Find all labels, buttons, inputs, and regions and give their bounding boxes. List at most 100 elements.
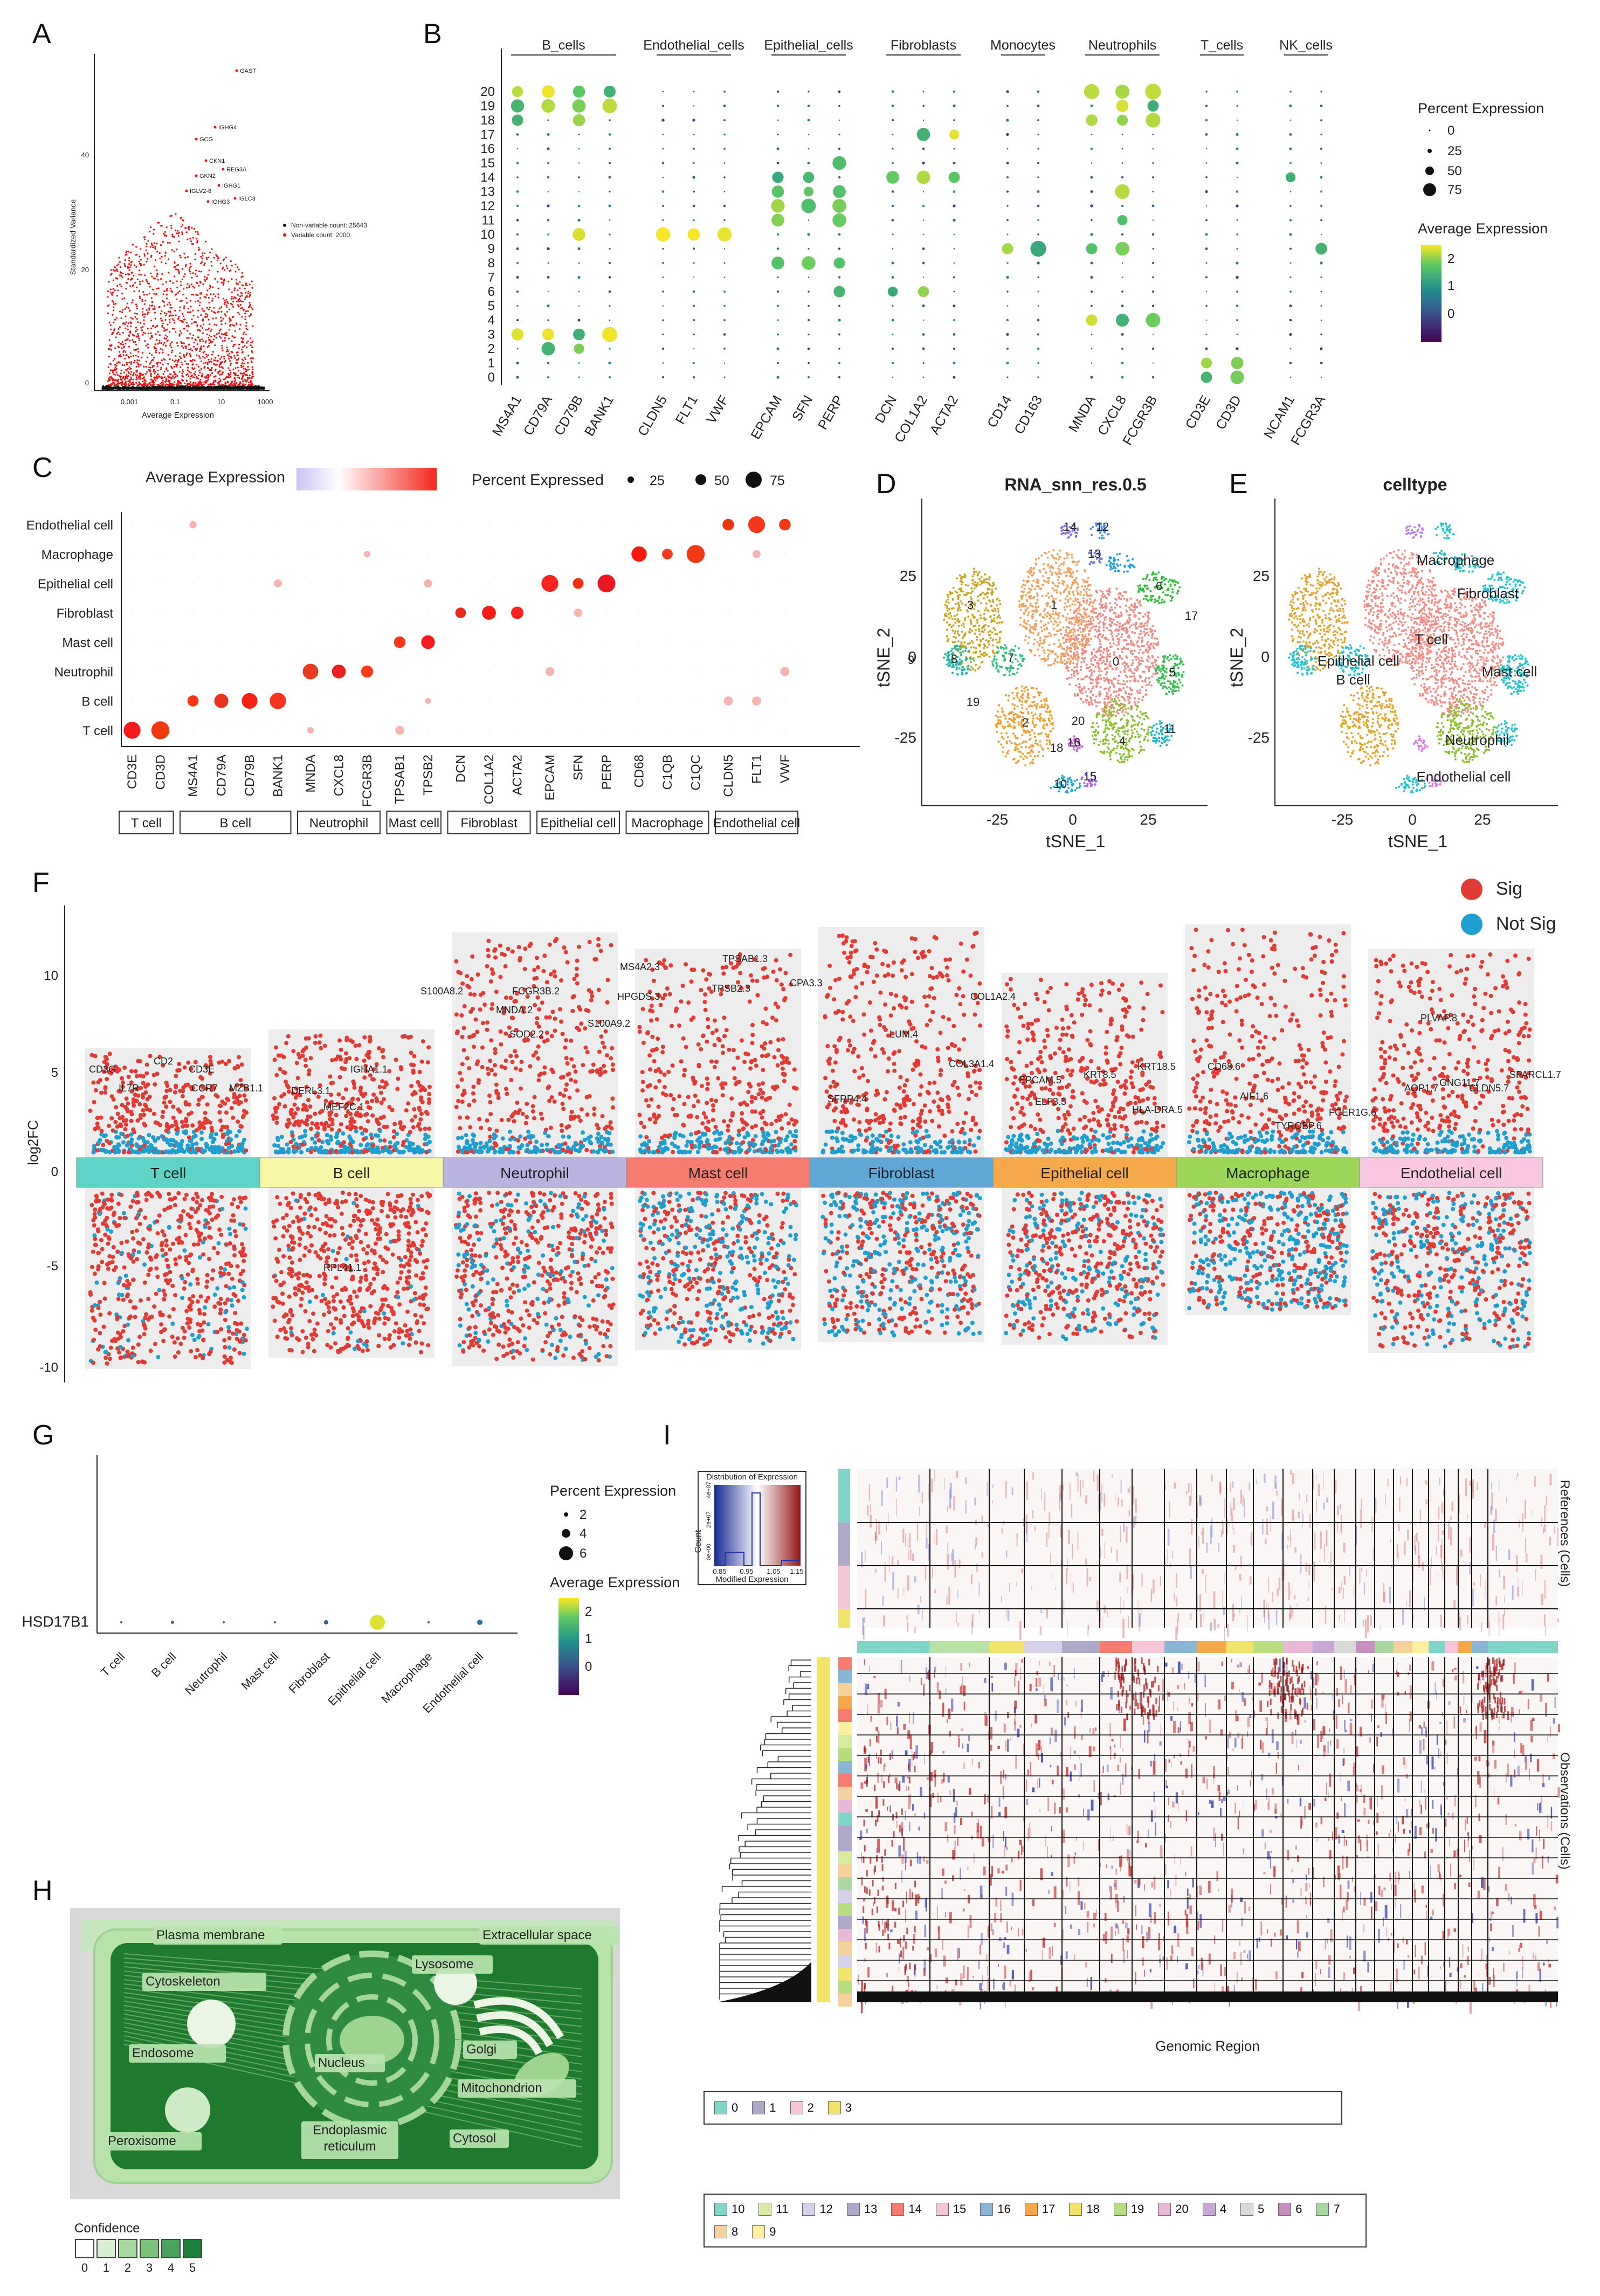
a-point-variable	[199, 330, 201, 332]
a-point-variable	[161, 255, 163, 258]
d-point	[1085, 667, 1088, 669]
a-point-variable	[148, 282, 150, 285]
d-point	[1063, 648, 1065, 651]
a-point-variable	[216, 324, 218, 326]
a-point-variable	[152, 246, 154, 248]
a-point-variable	[248, 384, 250, 386]
a-point-variable	[186, 287, 188, 289]
a-point-variable	[142, 381, 144, 383]
a-point-variable	[107, 380, 109, 382]
b-dot	[1115, 241, 1129, 256]
d-point	[1139, 689, 1142, 691]
b-dot	[1090, 261, 1093, 265]
c-gene-label: FLT1	[750, 755, 764, 784]
a-point-variable	[240, 337, 243, 339]
a-point-nonvariable	[123, 387, 126, 389]
a-point-variable	[129, 279, 132, 281]
a-point-variable	[112, 309, 114, 312]
a-point-variable	[149, 246, 151, 248]
a-point-variable	[193, 341, 196, 344]
b-dot	[692, 119, 695, 122]
b-dot	[723, 276, 726, 278]
a-point-variable	[203, 362, 205, 364]
d-point	[1136, 627, 1139, 630]
a-point-variable	[153, 233, 155, 235]
a-point-variable	[133, 264, 135, 266]
a-point-variable	[181, 224, 184, 226]
a-point-variable	[247, 291, 250, 293]
b-dot	[1151, 233, 1155, 236]
c-dot	[427, 729, 429, 731]
a-point-nonvariable	[245, 387, 248, 389]
a-point-variable	[109, 274, 112, 276]
a-point-variable	[181, 231, 183, 233]
a-point-variable	[143, 365, 145, 368]
a-point-nonvariable	[254, 388, 257, 390]
d-point	[1078, 683, 1081, 686]
a-point-variable	[234, 384, 236, 386]
d-point	[1130, 689, 1133, 691]
c-celltype-label: Mast cell	[62, 636, 113, 651]
b-dot	[808, 247, 810, 250]
a-point-variable	[249, 295, 251, 298]
a-point-variable	[139, 382, 141, 385]
a-point-variable	[198, 270, 200, 273]
d-point	[1156, 644, 1158, 646]
c-dot	[541, 575, 558, 592]
d-point	[1113, 686, 1115, 688]
a-point-variable	[108, 348, 111, 350]
a-point-variable	[192, 345, 195, 348]
b-dot	[949, 129, 960, 140]
c-celltype-label: Neutrophil	[54, 665, 113, 680]
b-dot	[1121, 362, 1124, 364]
a-point-variable	[227, 350, 229, 352]
d-point	[1084, 690, 1087, 693]
b-dot	[723, 376, 726, 378]
d-point	[1075, 684, 1078, 687]
a-point-variable	[144, 236, 146, 238]
d-point	[1144, 693, 1147, 696]
a-point-nonvariable	[119, 386, 121, 389]
c-gene-label: CXCL8	[332, 755, 347, 796]
a-point-variable	[129, 266, 131, 268]
a-point-variable	[116, 295, 119, 297]
a-point-variable	[139, 283, 141, 286]
c-dot	[123, 722, 141, 739]
d-point	[1099, 653, 1102, 656]
a-point-variable	[238, 306, 240, 308]
c-dot	[160, 670, 161, 673]
a-point-variable	[251, 357, 253, 359]
b-dot	[693, 276, 695, 278]
a-point-variable	[230, 356, 232, 358]
b-dot	[516, 162, 519, 164]
d-point	[1117, 641, 1120, 644]
a-point-variable	[201, 372, 203, 375]
a-point-nonvariable	[198, 386, 200, 388]
a-point-variable	[185, 322, 188, 324]
a-point-variable	[162, 349, 164, 351]
a-point-variable	[206, 294, 208, 296]
b-dot	[1320, 147, 1323, 150]
b-dot	[516, 247, 519, 250]
a-point-variable	[251, 366, 253, 368]
b-dot	[1236, 176, 1238, 178]
b-dot	[578, 162, 580, 164]
d-point	[1135, 621, 1137, 624]
a-point-variable	[234, 330, 236, 332]
d-point	[1148, 683, 1150, 686]
a-point-variable	[149, 369, 151, 371]
b-dot	[1086, 314, 1098, 326]
a-point-variable	[135, 378, 137, 381]
b-dot	[953, 91, 955, 93]
c-dot	[242, 693, 258, 709]
c-gene-label: BANK1	[271, 755, 286, 797]
a-point-variable	[184, 265, 187, 267]
a-point-variable	[208, 358, 210, 361]
b-dot	[578, 291, 580, 293]
d-point	[1115, 711, 1118, 714]
c-dot	[488, 553, 490, 555]
a-point-variable	[156, 269, 158, 271]
d-point	[1081, 687, 1084, 690]
a-point-variable	[162, 241, 164, 243]
a-point-variable	[107, 366, 109, 369]
